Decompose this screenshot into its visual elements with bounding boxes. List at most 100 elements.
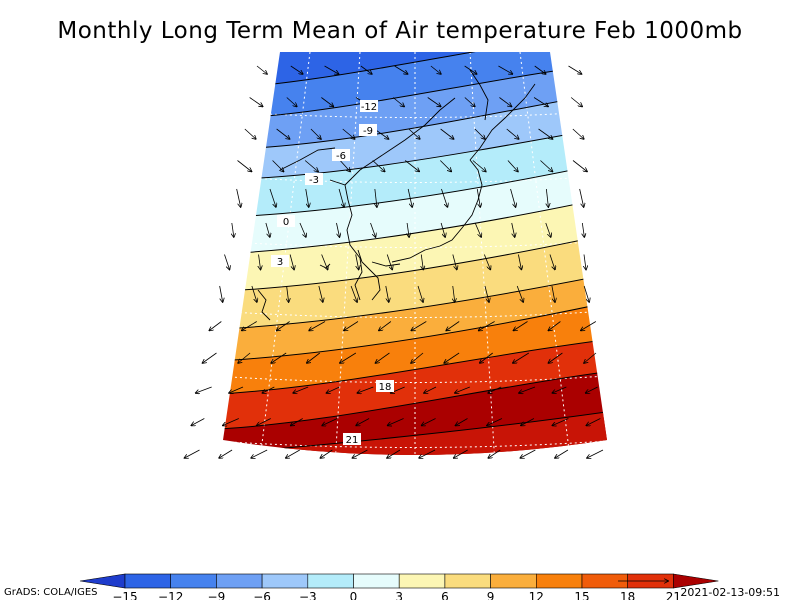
wind-vector bbox=[405, 160, 419, 172]
wind-vector bbox=[191, 418, 205, 426]
contour-label: 21 bbox=[343, 433, 361, 446]
wind-vector bbox=[538, 128, 553, 139]
wind-vector bbox=[289, 254, 294, 270]
wind-vector bbox=[251, 449, 268, 458]
wind-vector bbox=[453, 285, 455, 302]
wind-vector bbox=[546, 188, 548, 207]
isotherm bbox=[223, 337, 607, 396]
colorbar-tick-label: −15 bbox=[112, 590, 137, 600]
wind-vector bbox=[514, 321, 528, 331]
colorbar-tick-label: −3 bbox=[299, 590, 317, 600]
wind-vector bbox=[387, 449, 401, 458]
wind-vector bbox=[242, 321, 257, 331]
contour-label-text: -6 bbox=[336, 151, 346, 162]
wind-vector bbox=[534, 65, 546, 74]
wind-vector bbox=[290, 65, 303, 74]
wind-vector bbox=[338, 188, 344, 207]
colorbar-tick-label: 6 bbox=[441, 590, 449, 600]
colorbar-tick-label: 0 bbox=[350, 590, 358, 600]
wind-vector bbox=[455, 386, 470, 393]
longitude-line bbox=[519, 52, 571, 455]
isotherm bbox=[223, 271, 607, 331]
wind-vector bbox=[370, 222, 376, 237]
wind-vector bbox=[452, 254, 457, 270]
wind-vector bbox=[516, 285, 523, 302]
wind-vector bbox=[375, 352, 390, 363]
wind-vector bbox=[307, 352, 321, 363]
wind-vector bbox=[276, 128, 290, 139]
wind-vector bbox=[511, 222, 515, 237]
colorbar-tick-label: −12 bbox=[158, 590, 183, 600]
wind-vector bbox=[342, 128, 355, 139]
wind-vector bbox=[441, 188, 447, 207]
wind-vector bbox=[581, 321, 597, 331]
wind-vector bbox=[236, 188, 241, 207]
wind-vector bbox=[487, 418, 503, 426]
wind-vector bbox=[444, 352, 460, 363]
temperature-band bbox=[223, 410, 607, 455]
isotherm bbox=[223, 369, 607, 431]
wind-vector bbox=[572, 128, 584, 139]
contour-label: -3 bbox=[305, 173, 323, 186]
wind-vector bbox=[572, 160, 587, 172]
wind-vector bbox=[271, 352, 287, 363]
wind-vector bbox=[507, 160, 518, 172]
wind-vector bbox=[299, 222, 306, 237]
wind-vector bbox=[427, 97, 441, 107]
wind-vector bbox=[421, 254, 423, 270]
colorbar-left-arrow-icon bbox=[79, 573, 126, 589]
contour-labels: -12 -9 -6 -3 0 3 18 21 bbox=[271, 100, 394, 446]
wind-vector bbox=[584, 352, 597, 363]
colorbar-box bbox=[261, 573, 309, 589]
wind-vector bbox=[419, 449, 436, 458]
wind-vector bbox=[568, 65, 582, 74]
wind-vector bbox=[479, 321, 495, 331]
wind-vector bbox=[357, 386, 374, 393]
wind-vector bbox=[456, 418, 468, 426]
wind-vector bbox=[488, 386, 502, 393]
contour-label: 0 bbox=[277, 215, 295, 228]
wind-vector bbox=[430, 65, 441, 74]
longitude-line bbox=[469, 52, 496, 455]
contour-label: -9 bbox=[359, 124, 377, 137]
wind-vector bbox=[555, 449, 569, 458]
colorbar-box bbox=[490, 573, 537, 589]
colorbar-tick-label: 12 bbox=[529, 590, 544, 600]
wind-vector bbox=[238, 352, 251, 363]
colorbar-box bbox=[216, 573, 263, 589]
wind-vector bbox=[244, 128, 256, 139]
wind-vector bbox=[446, 321, 460, 331]
contour-label-text: 0 bbox=[283, 217, 289, 228]
contour-label: 18 bbox=[376, 380, 394, 393]
wind-vector bbox=[344, 321, 359, 331]
wind-vector bbox=[224, 254, 230, 270]
colorbar-right-arrow-icon bbox=[673, 573, 719, 589]
temperature-band bbox=[223, 195, 607, 292]
wind-vector bbox=[472, 160, 486, 172]
contour-label: 3 bbox=[271, 255, 289, 268]
wind-vector bbox=[584, 254, 586, 270]
temperature-band bbox=[223, 232, 607, 330]
coastline bbox=[469, 83, 536, 161]
wind-vector bbox=[305, 188, 309, 207]
temperature-band bbox=[223, 125, 607, 218]
temperature-band bbox=[223, 52, 607, 90]
colorbar-box bbox=[124, 573, 172, 589]
wind-vector bbox=[582, 222, 584, 237]
wind-vector bbox=[408, 128, 420, 139]
colorbar-tick-label: −6 bbox=[253, 590, 271, 600]
wind-vector bbox=[464, 65, 477, 74]
temperature-band bbox=[223, 300, 607, 395]
wind-vector bbox=[272, 160, 284, 172]
wind-vector bbox=[499, 97, 511, 107]
wind-vector bbox=[520, 449, 536, 458]
wind-vector bbox=[407, 222, 409, 237]
contour-label-text: 21 bbox=[346, 435, 359, 446]
wind-vector bbox=[422, 418, 436, 426]
wind-vector bbox=[587, 449, 604, 458]
wind-vector bbox=[249, 97, 263, 107]
wind-vector bbox=[440, 128, 454, 139]
wind-vector bbox=[498, 65, 512, 74]
wind-vector bbox=[424, 386, 437, 393]
wind-vector bbox=[286, 449, 300, 458]
